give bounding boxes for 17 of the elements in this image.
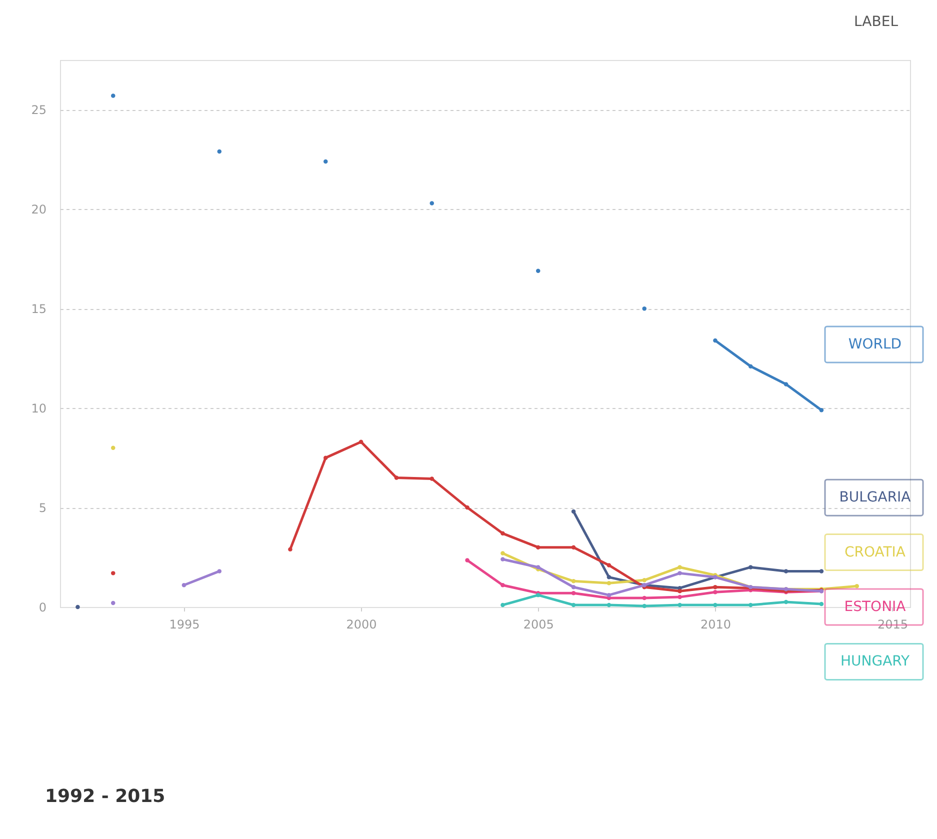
y-tick-label: 10 bbox=[31, 402, 46, 416]
x-tick-label: 2005 bbox=[523, 618, 554, 632]
y-tick-label: 15 bbox=[31, 302, 46, 316]
text: WORLD bbox=[848, 336, 902, 352]
y-tick-label: 0 bbox=[38, 600, 46, 614]
text: BULGARIA bbox=[839, 490, 912, 506]
series-label: ESTONIA bbox=[844, 599, 906, 615]
series-label: CROATIA bbox=[844, 544, 906, 560]
x-tick-label: 2000 bbox=[346, 618, 377, 632]
text: HUNGARY bbox=[840, 654, 910, 670]
x-tick-label: 1995 bbox=[169, 618, 200, 632]
text: LABEL bbox=[854, 14, 898, 30]
y-tick-label: 5 bbox=[38, 501, 46, 516]
x-tick-label: 2010 bbox=[700, 618, 731, 632]
y-tick-label: 20 bbox=[31, 202, 46, 217]
text: 1992 - 2015 bbox=[45, 786, 166, 807]
y-tick-label: 25 bbox=[31, 103, 46, 118]
